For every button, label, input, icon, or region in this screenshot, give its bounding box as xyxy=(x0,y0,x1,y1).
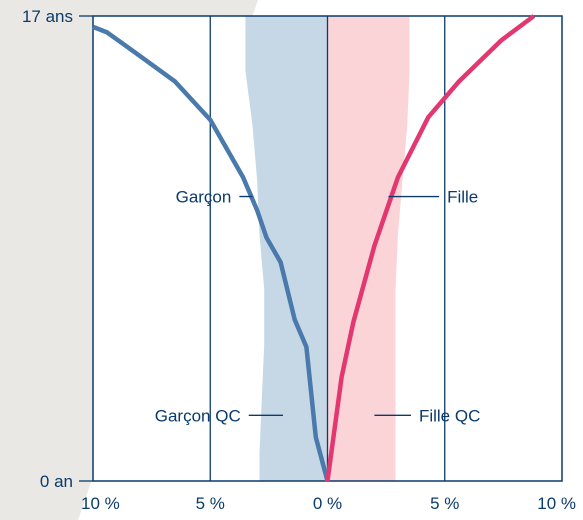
annotation-label: Fille QC xyxy=(419,406,480,425)
y-tick-label: 17 ans xyxy=(22,7,73,26)
annotation-label: Garçon xyxy=(176,188,232,207)
annotation-label: Fille xyxy=(447,188,478,207)
x-tick-label: 0 % xyxy=(313,494,342,513)
annotation-label: Garçon QC xyxy=(155,406,241,425)
x-tick-label: 10 % xyxy=(81,494,120,513)
y-tick-label: 0 an xyxy=(40,472,73,491)
band-fille-qc xyxy=(327,16,410,481)
x-tick-label: 5 % xyxy=(430,494,459,513)
series-line-fille xyxy=(325,14,536,482)
series-line-garcon xyxy=(92,24,330,482)
x-tick-label: 5 % xyxy=(196,494,225,513)
x-tick-label: 10 % xyxy=(537,494,576,513)
